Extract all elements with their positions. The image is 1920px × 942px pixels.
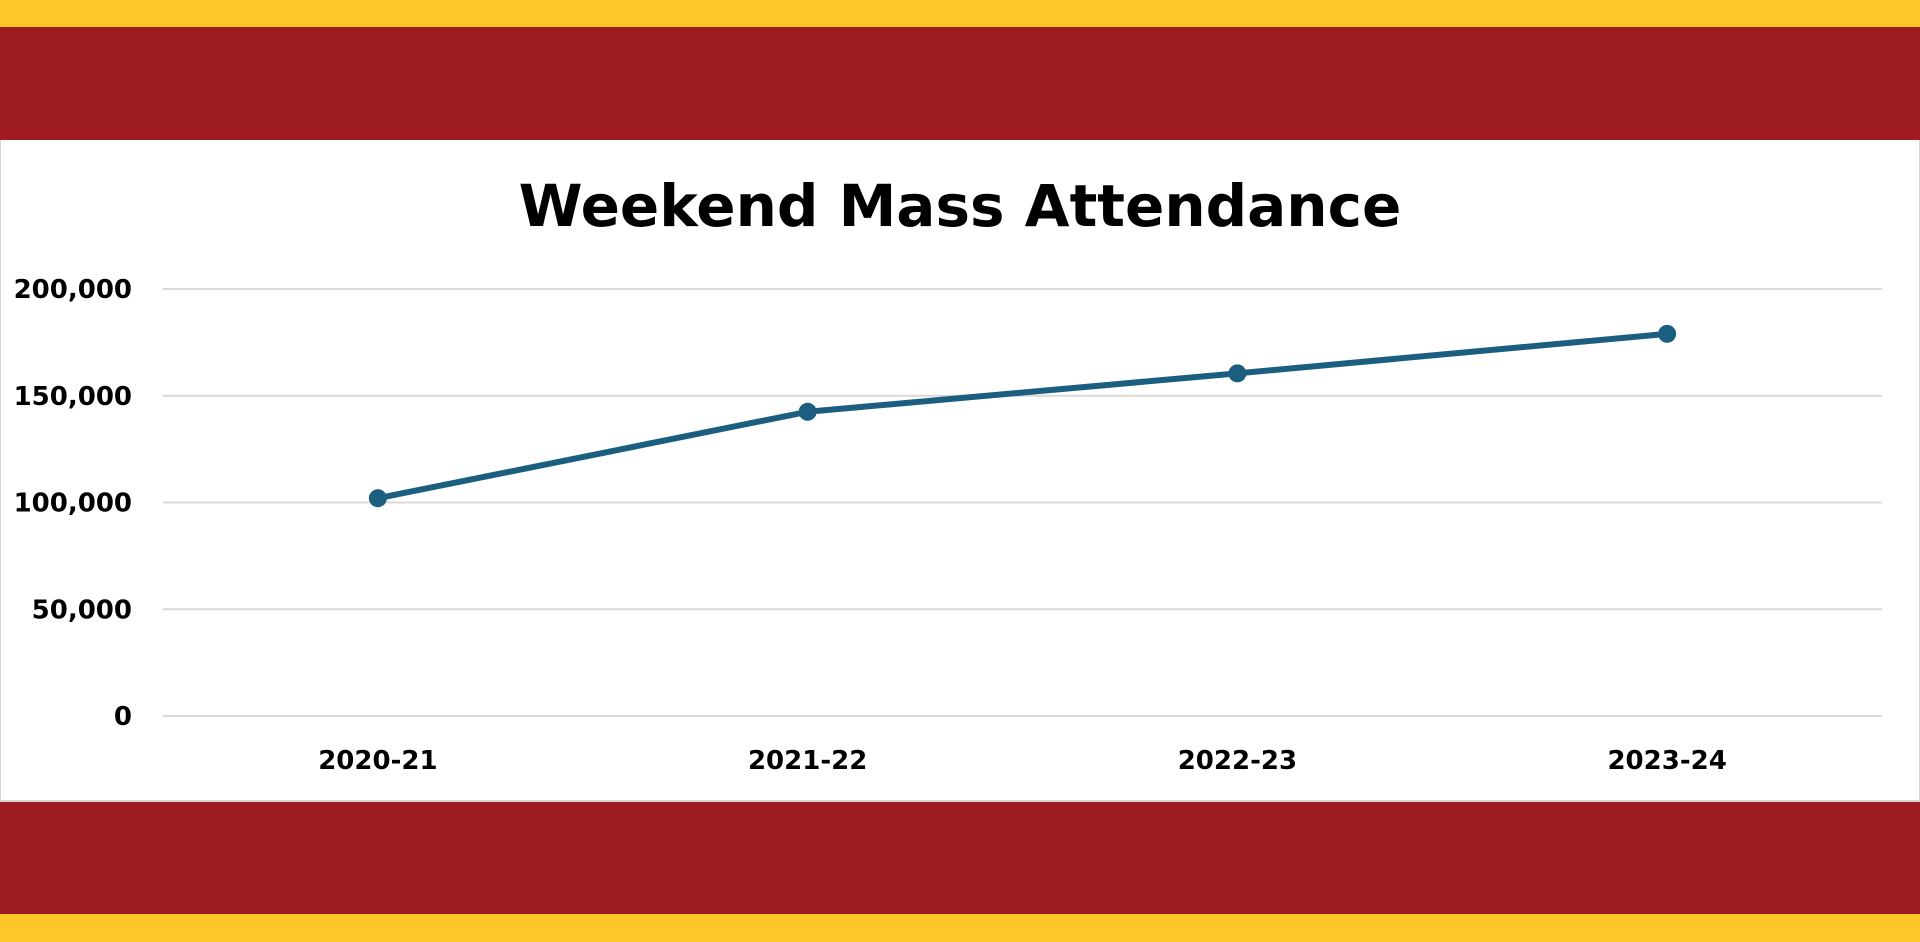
y-tick-label: 0: [114, 702, 132, 732]
data-point: [1228, 364, 1247, 383]
chart-panel: [0, 140, 1920, 802]
x-tick-label: 2021-22: [748, 746, 867, 776]
bottom-gold-band: [0, 914, 1920, 942]
bottom-red-band: [0, 802, 1920, 914]
chart-title: Weekend Mass Attendance: [519, 172, 1402, 240]
data-point: [368, 489, 387, 508]
y-axis-ticks: 0 50,000 100,000 150,000 200,000: [14, 275, 132, 732]
y-tick-label: 50,000: [32, 595, 132, 625]
data-point: [798, 402, 817, 421]
top-gold-band: [0, 0, 1920, 27]
y-tick-label: 150,000: [14, 382, 132, 412]
x-tick-label: 2020-21: [318, 746, 437, 776]
series-line-path: [374, 330, 1671, 502]
x-axis-ticks: 2020-21 2021-22 2022-23 2023-24: [318, 746, 1727, 776]
top-red-band: [0, 27, 1920, 140]
gridlines: [163, 288, 1882, 717]
series-line: [368, 324, 1677, 508]
data-point: [1658, 324, 1677, 343]
x-tick-label: 2022-23: [1178, 746, 1297, 776]
y-tick-label: 200,000: [14, 275, 132, 305]
y-tick-label: 100,000: [14, 489, 132, 519]
x-tick-label: 2023-24: [1607, 746, 1726, 776]
